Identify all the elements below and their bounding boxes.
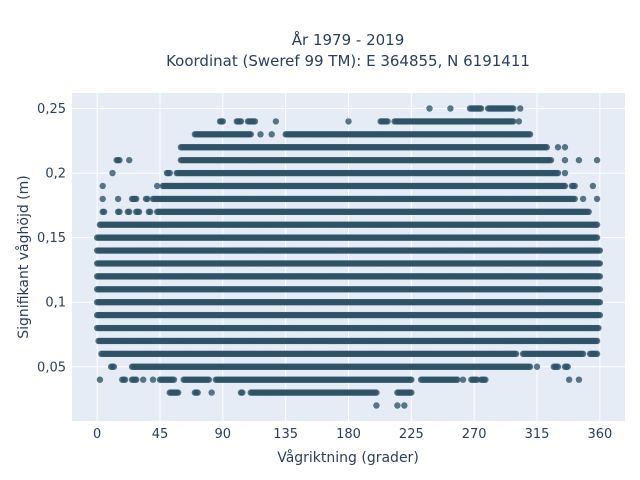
data-point — [401, 402, 408, 409]
data-point — [110, 363, 118, 370]
data-point — [126, 208, 133, 215]
data-point — [482, 376, 489, 383]
data-point — [194, 389, 201, 396]
data-point — [121, 376, 129, 383]
data-point — [596, 286, 604, 293]
data-point — [133, 195, 140, 203]
data-point — [585, 208, 592, 215]
data-point — [564, 363, 571, 370]
data-point — [595, 324, 602, 332]
data-point — [394, 402, 401, 409]
data-point — [575, 376, 583, 383]
data-point — [526, 363, 534, 370]
data-point — [170, 376, 178, 383]
data-point — [596, 299, 604, 306]
data-point — [100, 208, 108, 215]
data-point — [554, 363, 562, 370]
data-point — [205, 376, 213, 383]
data-point — [147, 208, 154, 215]
chart-title-line-1: År 1979 - 2019 — [292, 30, 405, 49]
data-point — [565, 376, 573, 383]
data-point — [149, 376, 157, 383]
data-point — [533, 363, 541, 370]
data-point — [596, 247, 604, 254]
scatter-points — [93, 105, 604, 409]
data-point — [459, 376, 467, 383]
data-point — [114, 195, 122, 203]
data-point — [174, 389, 182, 396]
data-point — [596, 311, 604, 319]
data-point — [596, 260, 604, 267]
data-point — [239, 389, 246, 396]
data-point — [512, 350, 520, 358]
data-point — [135, 208, 143, 215]
data-point — [593, 221, 601, 228]
data-point — [408, 376, 415, 383]
chart-title-line-2: Koordinat (Sweref 99 TM): E 364855, N 61… — [166, 52, 530, 70]
data-point — [593, 337, 601, 345]
data-point — [99, 195, 106, 203]
data-point — [593, 350, 601, 358]
data-point — [208, 389, 215, 396]
data-point — [579, 350, 587, 358]
data-point — [133, 376, 140, 383]
data-point — [116, 208, 123, 215]
data-point — [373, 389, 380, 396]
data-point — [596, 273, 604, 280]
data-point — [140, 376, 147, 383]
data-point — [96, 376, 104, 383]
data-point — [408, 389, 415, 396]
data-point — [373, 402, 380, 409]
data-point — [144, 195, 151, 203]
data-point — [593, 234, 601, 241]
data-point — [454, 376, 461, 383]
